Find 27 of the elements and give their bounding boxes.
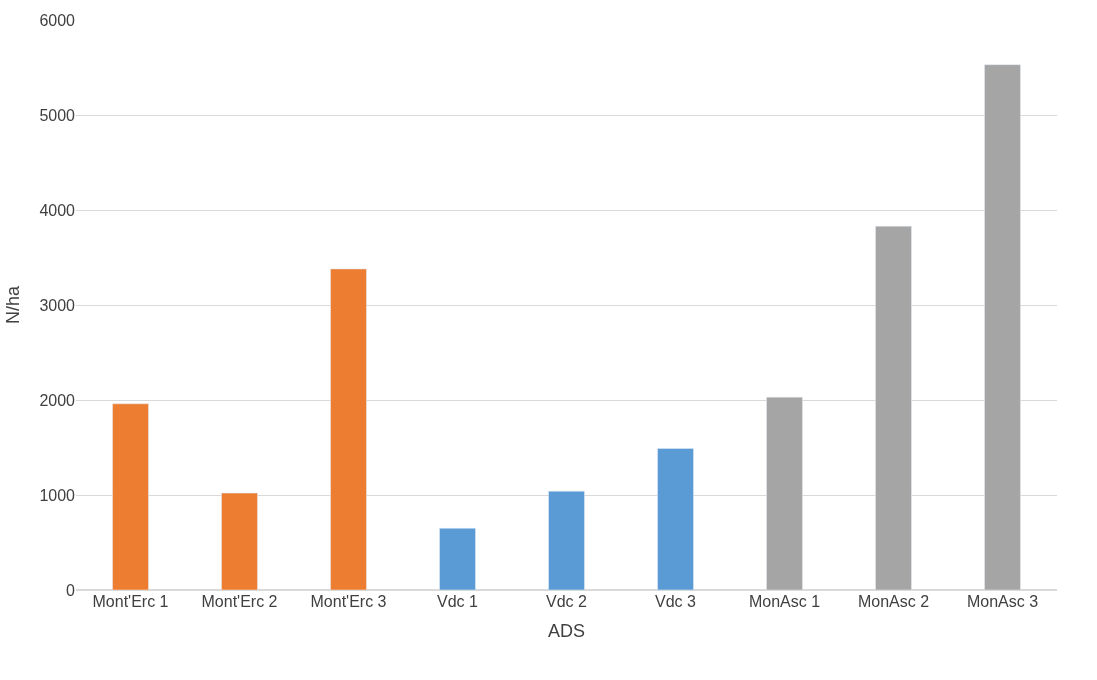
bar <box>657 448 694 590</box>
bar <box>984 64 1021 590</box>
y-tick-label: 3000 <box>39 296 76 314</box>
bar <box>112 403 149 590</box>
x-tick-label: MonAsc 2 <box>857 593 930 610</box>
y-tick-label: 2000 <box>39 391 76 409</box>
bar <box>766 396 803 590</box>
bar <box>439 528 476 590</box>
y-tick-label: 1000 <box>39 486 76 504</box>
x-tick-label: Mont'Erc 3 <box>310 593 387 610</box>
x-tick-label: Mont'Erc 1 <box>92 593 169 610</box>
y-tick-label: 5000 <box>39 106 76 124</box>
x-tick-label: MonAsc 3 <box>966 593 1039 610</box>
bar <box>548 490 585 590</box>
x-tick-label: Vdc 1 <box>437 593 479 610</box>
x-tick-label: Vdc 3 <box>655 593 697 610</box>
y-tick-label: 6000 <box>39 11 76 29</box>
bar <box>875 225 912 590</box>
y-tick-label: 0 <box>66 581 76 599</box>
x-tick-label: MonAsc 1 <box>748 593 821 610</box>
y-tick-label: 4000 <box>39 201 76 219</box>
y-axis-title: N/ha <box>2 285 23 325</box>
bar <box>221 492 258 590</box>
x-tick-label: Vdc 2 <box>546 593 588 610</box>
x-tick-label: Mont'Erc 2 <box>201 593 278 610</box>
x-axis-title: ADS <box>547 621 586 642</box>
bar <box>330 268 367 590</box>
